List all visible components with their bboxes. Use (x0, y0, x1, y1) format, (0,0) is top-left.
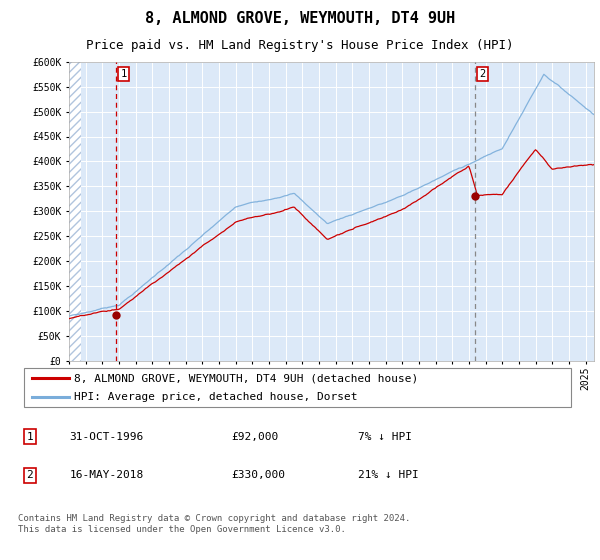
Text: Contains HM Land Registry data © Crown copyright and database right 2024.
This d: Contains HM Land Registry data © Crown c… (18, 514, 410, 534)
Text: 7% ↓ HPI: 7% ↓ HPI (358, 432, 412, 442)
Text: 8, ALMOND GROVE, WEYMOUTH, DT4 9UH: 8, ALMOND GROVE, WEYMOUTH, DT4 9UH (145, 11, 455, 26)
Text: 1: 1 (26, 432, 33, 442)
Text: £92,000: £92,000 (231, 432, 278, 442)
Text: £330,000: £330,000 (231, 470, 285, 480)
Text: 1: 1 (121, 69, 127, 79)
FancyBboxPatch shape (23, 368, 571, 407)
Text: 2: 2 (479, 69, 485, 79)
Text: HPI: Average price, detached house, Dorset: HPI: Average price, detached house, Dors… (74, 393, 358, 403)
Text: 16-MAY-2018: 16-MAY-2018 (70, 470, 144, 480)
Text: 21% ↓ HPI: 21% ↓ HPI (358, 470, 418, 480)
Text: 2: 2 (26, 470, 33, 480)
Text: Price paid vs. HM Land Registry's House Price Index (HPI): Price paid vs. HM Land Registry's House … (86, 39, 514, 52)
Text: 31-OCT-1996: 31-OCT-1996 (70, 432, 144, 442)
Text: 8, ALMOND GROVE, WEYMOUTH, DT4 9UH (detached house): 8, ALMOND GROVE, WEYMOUTH, DT4 9UH (deta… (74, 373, 419, 383)
